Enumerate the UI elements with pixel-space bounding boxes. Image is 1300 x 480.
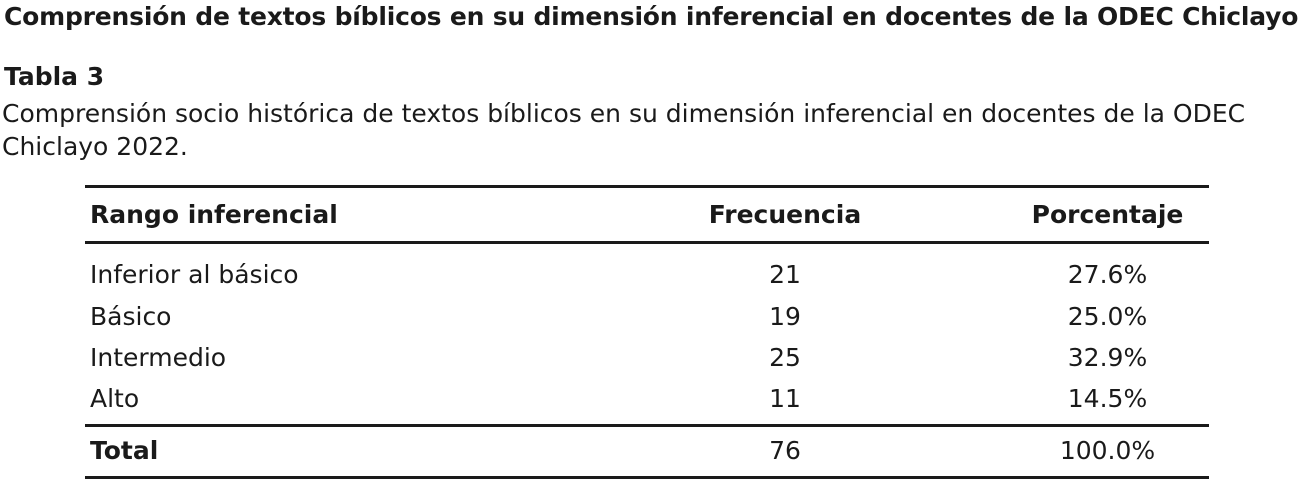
table-number-label: Tabla 3 xyxy=(4,62,105,91)
header-percentage: Porcentaje xyxy=(1031,200,1184,229)
row-percentage: 27.6% xyxy=(1067,260,1148,289)
table-total-rule xyxy=(85,424,1209,427)
row-frequency: 21 xyxy=(769,260,801,289)
row-frequency: 19 xyxy=(769,302,801,331)
table-top-rule xyxy=(85,185,1209,188)
total-label: Total xyxy=(90,436,159,465)
row-frequency: 25 xyxy=(769,343,801,372)
row-label: Intermedio xyxy=(90,343,227,372)
row-percentage: 25.0% xyxy=(1067,302,1148,331)
row-label: Alto xyxy=(90,384,140,413)
row-label: Básico xyxy=(90,302,172,331)
row-percentage: 14.5% xyxy=(1067,384,1148,413)
row-frequency: 11 xyxy=(769,384,801,413)
row-label: Inferior al básico xyxy=(90,260,299,289)
row-percentage: 32.9% xyxy=(1067,343,1148,372)
total-frequency: 76 xyxy=(769,436,801,465)
total-percentage: 100.0% xyxy=(1059,436,1156,465)
table-caption: Comprensión socio histórica de textos bí… xyxy=(2,99,1246,161)
document-heading: Comprensión de textos bíblicos en su dim… xyxy=(4,2,1299,31)
table-bottom-rule xyxy=(85,476,1209,479)
table-header-rule xyxy=(85,241,1209,244)
header-frequency: Frecuencia xyxy=(708,200,862,229)
header-range: Rango inferencial xyxy=(90,200,338,229)
